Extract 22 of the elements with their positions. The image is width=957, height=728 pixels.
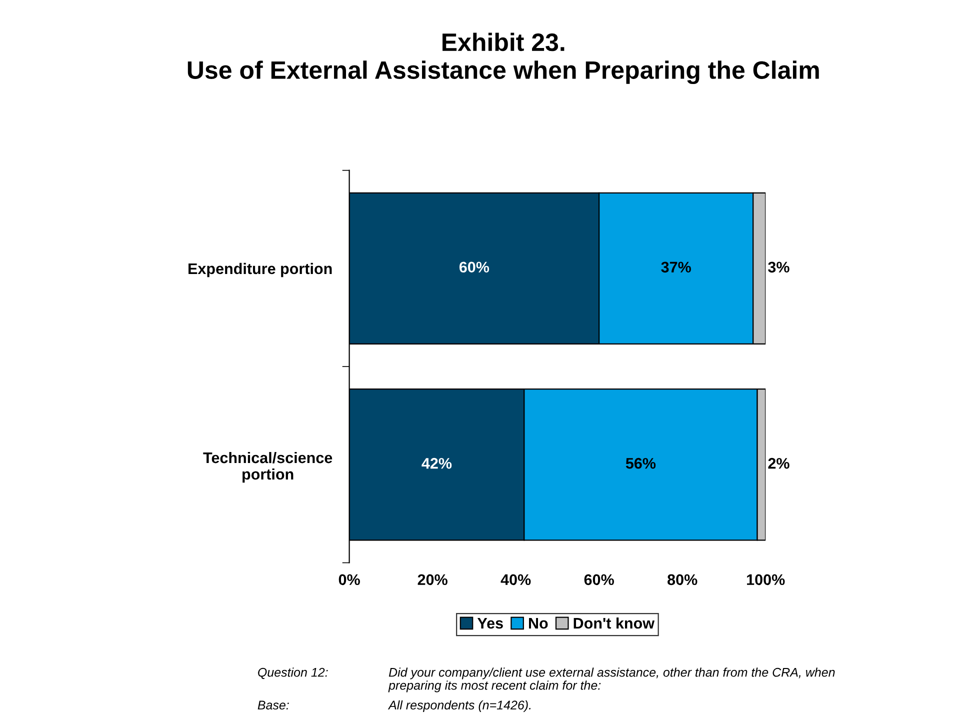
y-tick-label: Technical/science portion: [203, 452, 332, 483]
legend-label: No: [529, 618, 548, 629]
text: Base:: [258, 700, 289, 710]
x-tick-label: 60%: [584, 574, 614, 586]
legend-label: Yes: [477, 618, 503, 629]
x-tick-label: 100%: [747, 574, 785, 586]
data-label: 60%: [459, 262, 490, 273]
data-label: 37%: [661, 262, 691, 273]
x-tick-label: 40%: [500, 574, 531, 586]
text: Question 12:: [258, 668, 328, 679]
chart-title: Exhibit 23. Use of External Assistance when Preparing the Claim: [188, 32, 819, 84]
data-label: 2%: [768, 458, 790, 469]
y-tick-label: Expenditure portion: [188, 262, 332, 278]
data-label: 42%: [422, 458, 452, 469]
x-tick-label: 80%: [668, 574, 698, 586]
x-tick-label: 20%: [418, 574, 448, 586]
text: All respondents (n=1426).: [388, 700, 531, 712]
data-label: 3%: [768, 262, 790, 273]
data-label: 56%: [626, 458, 656, 469]
text: Did your company/client use external assistance, other than from the CRA, when preparing its most recent claim for the:: [388, 668, 835, 692]
legend-label: Don't know: [574, 617, 655, 629]
x-tick-label: 0%: [338, 574, 360, 586]
